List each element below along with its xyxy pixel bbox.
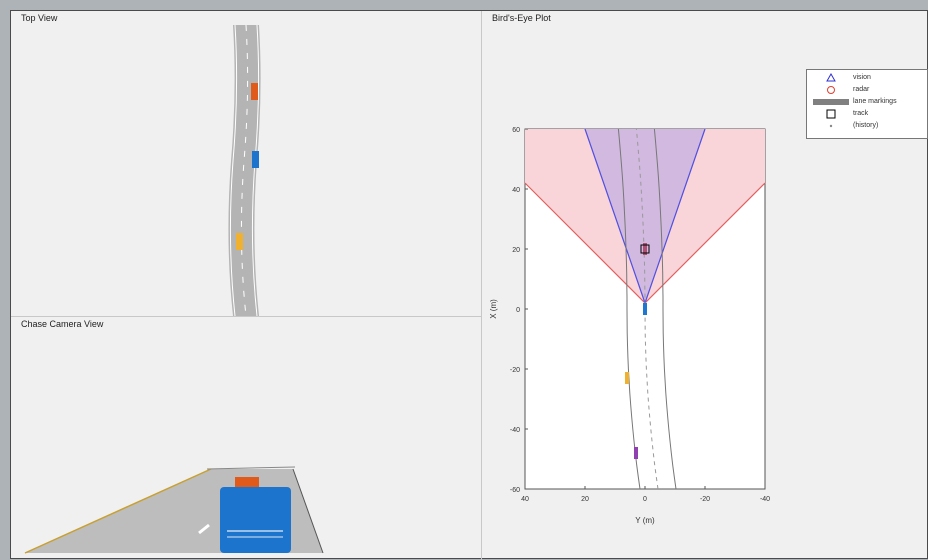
top-view-panel: Top View — [11, 11, 481, 316]
y-tick-label: -20 — [510, 367, 520, 374]
chase-camera-title: Chase Camera View — [19, 319, 106, 329]
car-yellow — [236, 233, 243, 250]
vision-coverage-area — [585, 129, 705, 303]
legend-label: radar — [853, 86, 870, 93]
vehicle-lead — [643, 243, 647, 255]
app-window: Top View Chase Camera View 60 40 20 0 -20 -40… — [10, 10, 928, 560]
track-marker — [640, 244, 650, 254]
car-blue — [252, 151, 259, 168]
legend-item-radar: radar — [807, 85, 927, 95]
car-orange — [251, 83, 258, 100]
legend-item-history: (history) — [807, 121, 927, 131]
vehicle-rear-2 — [634, 447, 638, 459]
y-tick-label: 60 — [512, 127, 520, 134]
x-tick-label: -40 — [760, 496, 770, 503]
triangle-icon — [826, 73, 836, 82]
birds-eye-panel: 60 40 20 0 -20 -40 -60 40 20 0 -20 -40 Y (m) X (m) … — [482, 11, 928, 560]
y-tick-label: 40 — [512, 187, 520, 194]
vehicle-rear-1 — [625, 372, 629, 384]
y-tick-label: 20 — [512, 247, 520, 254]
vertical-divider — [481, 11, 482, 560]
y-axis-label: X (m) — [489, 299, 498, 319]
dot-icon — [829, 124, 833, 128]
ego-car-blue — [220, 487, 291, 553]
road-right-edge — [292, 468, 324, 554]
road-shoulder-edge — [24, 468, 212, 554]
x-tick-label: 0 — [643, 496, 647, 503]
legend-item-lane-markings: lane markings — [807, 97, 927, 107]
lane-marking — [653, 128, 677, 490]
legend-label: vision — [853, 74, 871, 81]
chase-camera-panel: Chase Camera View — [11, 317, 481, 560]
lane-marking-left — [229, 24, 238, 316]
top-view-canvas[interactable] — [11, 11, 481, 316]
y-tick-label: -60 — [510, 487, 520, 494]
x-tick-label: 40 — [521, 496, 529, 503]
lane-marking — [617, 128, 641, 490]
top-view-title: Top View — [19, 13, 60, 23]
vehicle-ego — [643, 303, 647, 315]
legend-item-vision: vision — [807, 73, 927, 83]
legend-label: (history) — [853, 122, 879, 129]
legend-item-track: track — [807, 109, 927, 119]
horizon-line — [206, 466, 296, 470]
plot-legend[interactable]: vision radar lane markings track (histor… — [806, 69, 928, 139]
x-tick-label: -20 — [700, 496, 710, 503]
circle-icon — [827, 86, 835, 94]
top-view-bottom-line — [11, 316, 481, 317]
lane-arrow-marking — [198, 523, 210, 535]
gray-bar-icon — [813, 99, 849, 105]
lane-marking-center — [240, 24, 249, 316]
birds-eye-title: Bird's-Eye Plot — [490, 13, 553, 23]
y-tick-label: -40 — [510, 427, 520, 434]
car-orange — [235, 477, 259, 489]
y-tick-label: 0 — [516, 307, 520, 314]
x-axis-label: Y (m) — [635, 516, 655, 525]
legend-label: lane markings — [853, 98, 897, 105]
legend-label: track — [853, 110, 869, 117]
x-tick-label: 20 — [581, 496, 589, 503]
chase-camera-canvas[interactable] — [11, 317, 481, 560]
square-icon — [826, 109, 836, 119]
road-surface — [228, 25, 261, 316]
